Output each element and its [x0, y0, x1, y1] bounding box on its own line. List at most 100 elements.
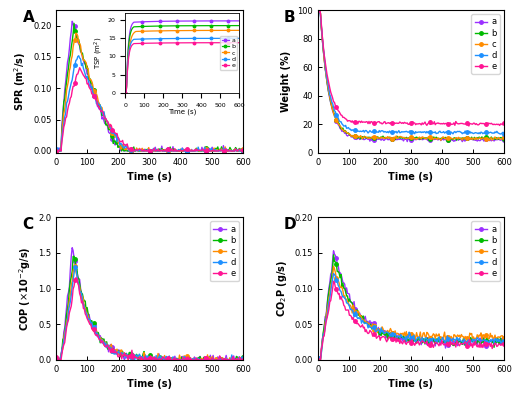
a [123, 147, 130, 152]
a [315, 358, 322, 362]
c [73, 31, 79, 36]
d [53, 358, 59, 362]
d [417, 338, 423, 343]
Line: a: a [55, 246, 245, 362]
b [394, 134, 400, 138]
d [316, 358, 323, 362]
a [53, 148, 59, 152]
a [240, 358, 246, 362]
c [314, 8, 321, 12]
e [123, 353, 130, 358]
Text: B: B [284, 10, 295, 25]
e [382, 121, 389, 126]
d [501, 132, 507, 136]
e [53, 148, 59, 153]
Line: c: c [316, 265, 506, 362]
a [133, 355, 139, 360]
a [331, 112, 337, 117]
b [54, 356, 60, 360]
b [123, 351, 130, 356]
c [240, 147, 246, 152]
b [416, 137, 422, 142]
e [415, 122, 421, 126]
X-axis label: Time (s): Time (s) [127, 380, 172, 390]
Line: e: e [55, 276, 245, 362]
Line: b: b [55, 254, 245, 362]
c [385, 328, 391, 333]
b [454, 138, 460, 142]
Line: b: b [316, 253, 506, 362]
b [72, 29, 78, 34]
d [123, 145, 130, 150]
Line: d: d [316, 272, 506, 362]
a [54, 358, 60, 362]
e [393, 121, 399, 126]
b [53, 356, 59, 361]
d [54, 356, 60, 361]
d [314, 356, 321, 360]
c [501, 335, 507, 340]
c [55, 148, 61, 153]
a [55, 147, 61, 152]
e [383, 339, 390, 344]
c [54, 148, 60, 153]
c [54, 358, 60, 362]
a [314, 8, 321, 12]
d [72, 264, 78, 269]
c [487, 331, 494, 336]
c [71, 40, 77, 44]
Text: C: C [23, 217, 34, 232]
c [123, 148, 130, 152]
d [53, 147, 59, 152]
e [122, 143, 129, 148]
a [385, 336, 391, 341]
a [69, 19, 75, 24]
Line: c: c [316, 8, 506, 142]
b [416, 337, 422, 342]
Legend: a, b, c, d, e: a, b, c, d, e [472, 14, 500, 74]
c [316, 358, 323, 362]
b [501, 137, 507, 142]
d [71, 66, 77, 70]
d [333, 277, 339, 282]
b [53, 148, 59, 152]
a [54, 148, 60, 153]
c [226, 148, 232, 153]
e [156, 357, 162, 362]
d [226, 148, 232, 153]
c [486, 138, 493, 143]
b [383, 329, 390, 334]
b [314, 8, 321, 13]
a [501, 336, 507, 340]
X-axis label: Time (s): Time (s) [389, 172, 434, 182]
a [314, 355, 321, 360]
e [73, 275, 79, 280]
c [155, 351, 161, 356]
e [226, 358, 232, 362]
a [404, 139, 410, 144]
d [486, 130, 493, 135]
Y-axis label: SPR (m$^2$/s): SPR (m$^2$/s) [12, 52, 28, 111]
a [315, 8, 322, 12]
a [225, 357, 231, 362]
e [416, 342, 422, 347]
d [240, 358, 246, 362]
e [54, 356, 60, 361]
d [54, 148, 60, 153]
X-axis label: Time (s): Time (s) [389, 380, 434, 390]
e [53, 354, 59, 359]
b [332, 115, 338, 120]
X-axis label: Time (s): Time (s) [127, 172, 172, 182]
c [133, 356, 139, 360]
d [76, 53, 82, 58]
Line: e: e [316, 280, 506, 362]
e [486, 341, 493, 346]
e [486, 121, 493, 126]
b [156, 146, 162, 151]
d [395, 334, 401, 339]
e [240, 358, 246, 362]
b [315, 8, 322, 13]
a [417, 336, 423, 341]
a [122, 354, 129, 358]
a [487, 339, 494, 344]
